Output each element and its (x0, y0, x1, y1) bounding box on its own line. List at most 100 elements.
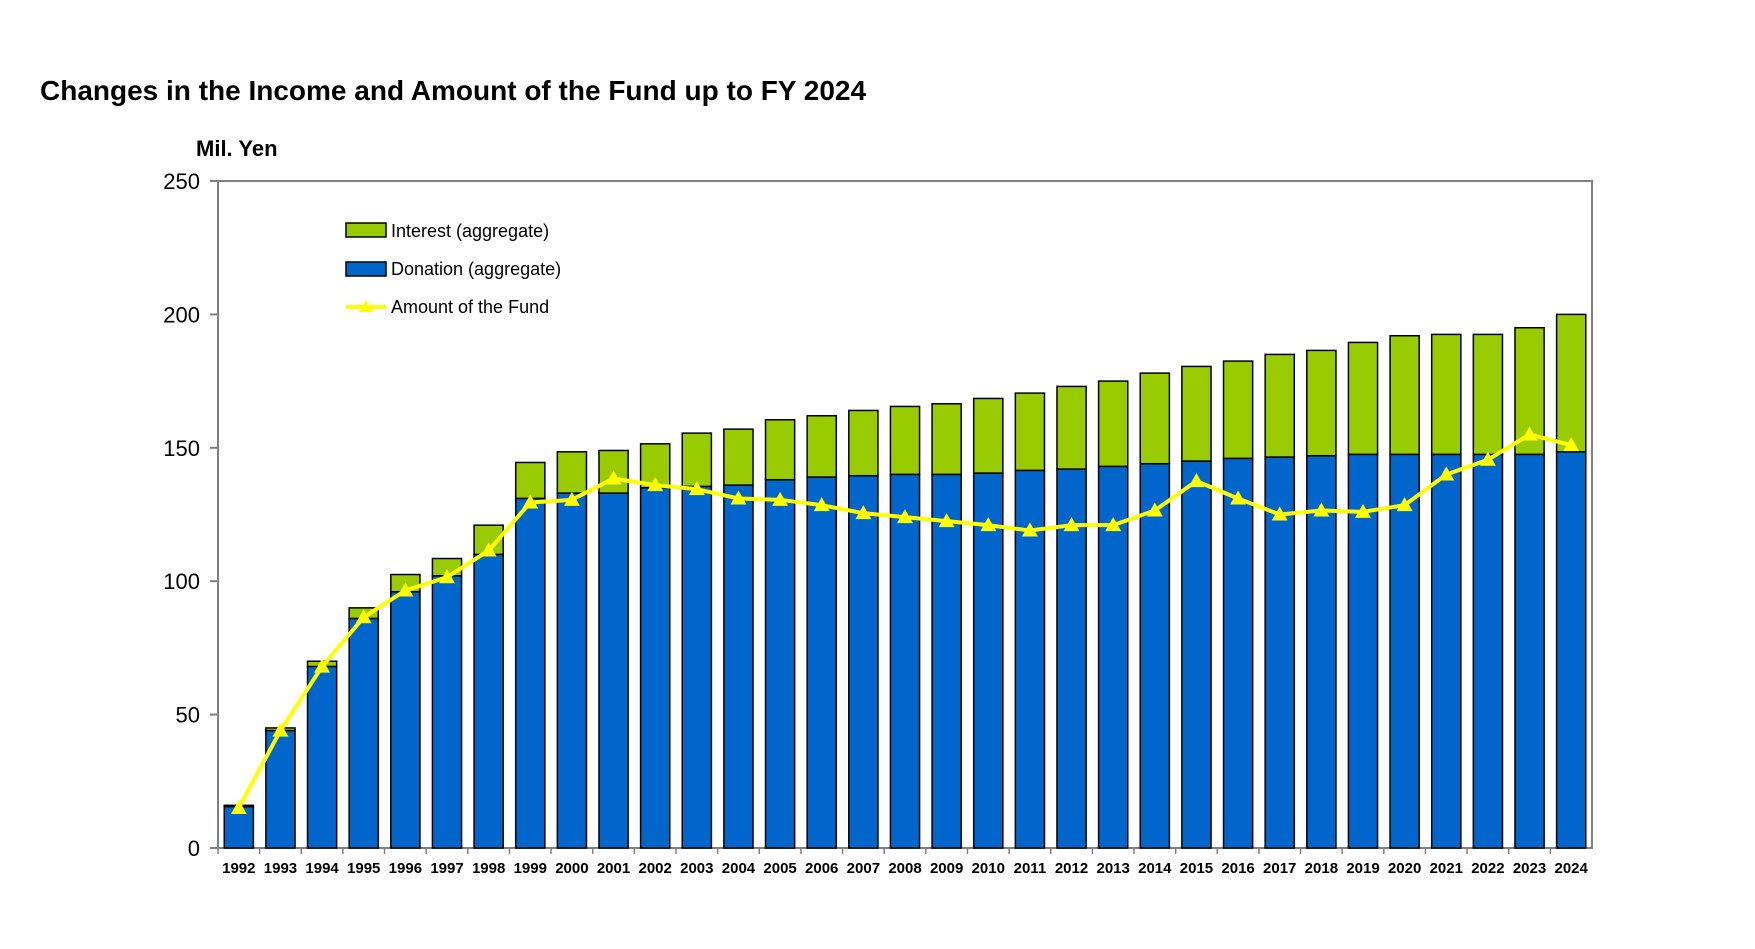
y-axis-unit-label: Mil. Yen (196, 136, 278, 161)
bar-donation-2010 (972, 472, 1004, 849)
fund-point-2007 (855, 505, 872, 520)
x-tick-label: 2002 (638, 860, 671, 877)
bar-donation-2009 (931, 473, 962, 849)
legend-swatch-donation (345, 261, 387, 277)
fund-point-2009 (938, 513, 955, 528)
bar-donation-2006 (806, 476, 838, 849)
bar-donation-2016 (1222, 457, 1254, 849)
x-tick-label: 2005 (763, 860, 796, 877)
bar-interest-2013 (1097, 380, 1129, 468)
bar-donation-2024 (1555, 451, 1587, 849)
x-tick-label: 2024 (1554, 860, 1588, 877)
x-tick-label: 1996 (389, 860, 422, 877)
x-tick-label: 2014 (1138, 860, 1172, 877)
x-tick-label: 2010 (972, 860, 1005, 877)
y-tick-label: 100 (163, 569, 200, 594)
fund-point-2001 (605, 470, 622, 485)
bar-donation-1994 (306, 665, 338, 849)
fund-point-2020 (1396, 497, 1413, 512)
bar-interest-2011 (1014, 392, 1046, 472)
bar-interest-2007 (848, 409, 879, 477)
bar-donation-2007 (848, 475, 879, 849)
fund-point-2023 (1521, 426, 1538, 441)
legend: Interest (aggregate) Donation (aggregate… (345, 221, 561, 317)
fund-point-2014 (1146, 502, 1163, 517)
x-tick-label: 1999 (514, 860, 547, 877)
bar-interest-2018 (1306, 349, 1337, 457)
bar-interest-2004 (723, 428, 754, 486)
y-tick-label: 50 (176, 703, 200, 728)
bar-donation-2018 (1306, 455, 1337, 849)
fund-point-2006 (813, 497, 830, 512)
bar-interest-2016 (1222, 360, 1254, 460)
bar-donation-2012 (1056, 468, 1087, 849)
x-tick-label: 2021 (1430, 860, 1463, 877)
legend-swatch-interest (345, 222, 387, 238)
bar-donation-1996 (390, 591, 421, 849)
x-tick-label: 2001 (597, 860, 630, 877)
bar-interest-2005 (764, 419, 796, 481)
bar-interest-2021 (1430, 333, 1462, 456)
fund-point-2016 (1230, 490, 1247, 505)
x-tick-label: 2006 (805, 860, 838, 877)
x-tick-label: 1997 (430, 860, 463, 877)
x-tick-label: 2019 (1346, 860, 1379, 877)
fund-point-2018 (1313, 502, 1330, 517)
fund-point-2008 (897, 509, 913, 524)
y-tick-label: 150 (163, 436, 200, 461)
x-tick-label: 2018 (1305, 860, 1338, 877)
bar-donation-1997 (431, 575, 463, 849)
bar-donation-2002 (639, 487, 671, 849)
x-tick-label: 2012 (1055, 860, 1088, 877)
x-tick-label: 2022 (1471, 860, 1504, 877)
bar-interest-2009 (931, 403, 962, 476)
y-tick-label: 200 (163, 302, 200, 327)
bar-donation-2004 (723, 484, 754, 849)
x-tick-labels: 1992 1993 1994 1995 1996 1997 1998 1999 2000 2001… (217, 848, 1589, 877)
fund-point-2012 (1063, 517, 1080, 532)
legend-label-interest: Interest (aggregate) (391, 221, 549, 241)
fund-point-1994 (314, 658, 331, 673)
bar-donation-2020 (1389, 453, 1420, 849)
fund-line-series (230, 426, 1580, 814)
fund-point-2011 (1021, 522, 1038, 537)
bar-interest-2019 (1347, 341, 1379, 456)
bar-interest-2017 (1264, 353, 1296, 458)
x-tick-label: 1995 (347, 860, 380, 877)
bar-donation-1995 (348, 617, 380, 849)
fund-point-2013 (1105, 517, 1122, 532)
bar-donation-1998 (473, 553, 504, 849)
bar-donation-1999 (514, 497, 546, 849)
fund-point-1995 (355, 609, 372, 624)
fund-point-2002 (647, 477, 664, 492)
bar-interest-2006 (806, 415, 838, 478)
x-tick-label: 2017 (1263, 860, 1296, 877)
fund-point-2005 (772, 491, 789, 506)
x-tick-label: 1994 (305, 860, 339, 877)
x-tick-label: 2016 (1221, 860, 1254, 877)
fund-point-1998 (480, 542, 497, 557)
x-tick-label: 1993 (264, 860, 297, 877)
y-tick-labels: 0 50 100 150 200 250 (163, 169, 218, 861)
bar-donation-2019 (1347, 453, 1379, 849)
bar-donation-2000 (556, 492, 588, 849)
x-tick-label: 2003 (680, 860, 713, 877)
bar-donation-2015 (1181, 460, 1212, 849)
bar-interest-2012 (1056, 385, 1087, 470)
fund-point-1999 (522, 494, 539, 509)
fund-point-2010 (980, 517, 997, 532)
fund-point-2022 (1479, 451, 1496, 466)
y-tick-label: 250 (163, 169, 200, 194)
bar-donation-2001 (598, 492, 629, 849)
fund-point-1992 (230, 799, 247, 814)
bar-interest-2024 (1555, 313, 1587, 453)
fund-point-1997 (439, 569, 455, 584)
legend-label-donation: Donation (aggregate) (391, 259, 561, 279)
x-tick-label: 2020 (1388, 860, 1421, 877)
bar-donation-2023 (1514, 453, 1545, 849)
x-tick-label: 1992 (222, 860, 255, 877)
y-tick-label: 0 (188, 836, 200, 861)
bar-donation-2003 (681, 485, 713, 849)
bar-interest-2008 (889, 405, 921, 476)
legend-marker-fund (359, 300, 373, 312)
